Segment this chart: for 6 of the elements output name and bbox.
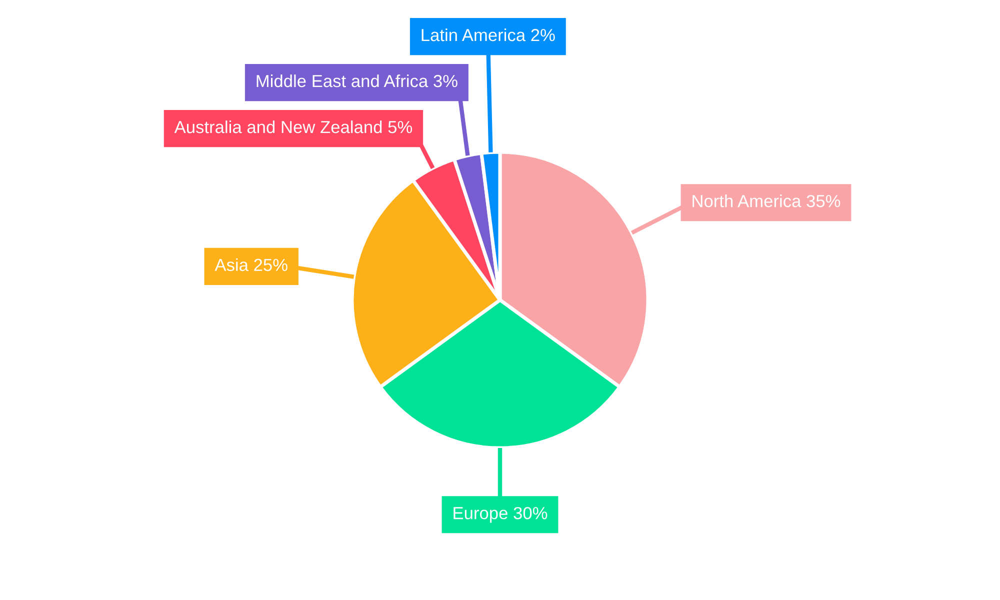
slice-label: Latin America 2%	[422, 28, 555, 42]
slice-label: North America 35%	[692, 194, 840, 208]
slice-label: Australia and New Zealand 5%	[174, 120, 412, 134]
slice-label: Asia 25%	[214, 258, 288, 272]
slice-label: Europe 30%	[454, 506, 548, 523]
slice-label: Middle East and Africa 3%	[256, 74, 458, 88]
